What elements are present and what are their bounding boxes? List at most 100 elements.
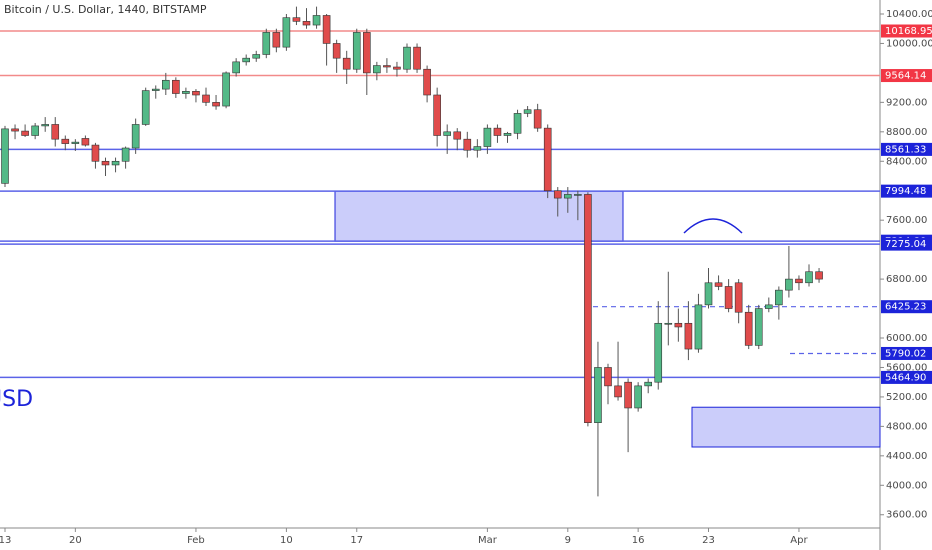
level-tag-label: 5464.90 xyxy=(885,372,926,383)
level-tag-label: 9564.14 xyxy=(885,71,926,82)
candle-body xyxy=(172,79,180,94)
candle-body xyxy=(734,282,743,313)
level-tag xyxy=(881,69,932,83)
candle-body xyxy=(553,190,562,199)
candle-body xyxy=(654,322,663,383)
candle-body xyxy=(41,124,50,127)
candle-body xyxy=(624,381,632,409)
candle-body xyxy=(61,138,70,144)
candle-body xyxy=(292,17,301,22)
y-tick-label: 4800.00 xyxy=(886,421,927,432)
level-tag xyxy=(881,346,932,360)
zone xyxy=(691,406,881,448)
level-tag xyxy=(881,300,932,314)
candle-body xyxy=(795,278,803,284)
candle-body xyxy=(483,127,492,147)
candle-body xyxy=(634,385,642,409)
candle-body xyxy=(644,381,653,387)
candle-body xyxy=(714,282,723,287)
y-tick-label: 5200.00 xyxy=(886,392,927,403)
level-tag xyxy=(881,184,932,198)
candle-body xyxy=(433,94,441,136)
y-tick-label: 3600.00 xyxy=(886,510,927,521)
x-tick-label: 13 xyxy=(0,535,11,546)
x-tick-label: 20 xyxy=(69,535,82,546)
level-tag xyxy=(881,24,932,38)
candle-body xyxy=(51,124,60,140)
y-tick-label: 4400.00 xyxy=(886,451,927,462)
y-tick-label: 4000.00 xyxy=(886,480,927,491)
level-tag-label: 7994.48 xyxy=(885,186,926,197)
candle-body xyxy=(493,127,502,136)
candle-body xyxy=(543,127,552,192)
candle-body xyxy=(131,124,140,149)
candle-body xyxy=(232,61,240,74)
candle-body xyxy=(312,15,321,26)
candle-body xyxy=(141,90,150,125)
candle-body xyxy=(282,17,291,48)
candle-body xyxy=(664,322,673,325)
candle-body xyxy=(212,102,220,107)
candle-body xyxy=(81,138,90,146)
candle-body xyxy=(272,32,281,48)
y-tick-label: 8800.00 xyxy=(886,127,927,138)
candle-body xyxy=(91,144,100,162)
candle-body xyxy=(101,160,110,166)
candle-body xyxy=(182,91,190,94)
y-tick-label: 7600.00 xyxy=(886,215,927,226)
y-tick-label: 6800.00 xyxy=(886,274,927,285)
x-tick-label: 16 xyxy=(632,535,645,546)
candle-body xyxy=(413,46,421,70)
candle-body xyxy=(362,32,371,74)
candle-body xyxy=(111,160,120,166)
candle-body xyxy=(71,141,80,144)
candle-body xyxy=(453,131,462,140)
candle-body xyxy=(724,286,733,309)
candle-body xyxy=(202,94,210,103)
watermark: USD xyxy=(0,387,33,412)
x-tick-label: Apr xyxy=(790,535,808,546)
y-tick-label: 6000.00 xyxy=(886,333,927,344)
level-tag xyxy=(881,142,932,156)
candle-body xyxy=(322,15,331,44)
y-tick-label: 5600.00 xyxy=(886,362,927,373)
candle-body xyxy=(262,32,271,55)
candle-body xyxy=(393,66,401,70)
candle-body xyxy=(604,367,612,387)
level-tag-label: 5790.02 xyxy=(885,348,926,359)
candle-body xyxy=(785,278,793,291)
level-tag-label: 10168.95 xyxy=(885,26,932,37)
candle-body xyxy=(352,32,361,70)
candle-body xyxy=(674,322,683,328)
candle-body xyxy=(584,194,592,423)
candle-body xyxy=(614,385,622,398)
candle-body xyxy=(594,367,602,423)
candle-body xyxy=(754,308,763,346)
candle-body xyxy=(373,65,381,74)
candle-body xyxy=(242,57,250,63)
chart-title: Bitcoin / U.S. Dollar, 1440, BITSTAMP xyxy=(4,3,207,16)
candle-body xyxy=(684,322,693,350)
candle-body xyxy=(764,304,773,309)
x-tick-label: Mar xyxy=(478,535,498,546)
zone xyxy=(334,190,624,242)
candle-body xyxy=(302,21,311,26)
candle-body xyxy=(192,91,200,96)
level-tag-label: 7275.04 xyxy=(885,239,926,250)
candle-body xyxy=(463,138,472,151)
y-tick-label: 10400.00 xyxy=(886,9,932,20)
candle-body xyxy=(121,147,130,162)
candle-body xyxy=(332,43,341,59)
x-tick-label: 17 xyxy=(350,535,363,546)
candle-body xyxy=(805,271,813,284)
candle-body xyxy=(151,88,160,91)
candle-body xyxy=(162,79,170,90)
candle-body xyxy=(252,54,261,59)
candle-body xyxy=(443,131,452,136)
candle-body xyxy=(744,311,753,346)
candle-body xyxy=(383,65,391,68)
x-tick-label: 23 xyxy=(702,535,715,546)
candle-body xyxy=(21,130,29,136)
candle-body xyxy=(775,289,783,306)
